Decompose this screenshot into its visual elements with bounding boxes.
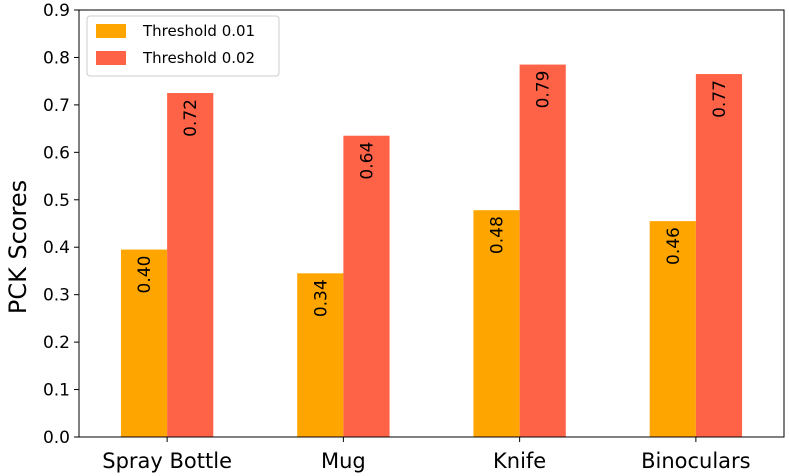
y-tick-label-1: 0.1 <box>43 381 70 401</box>
y-tick-label-0: 0.0 <box>43 428 70 448</box>
bar-s0-2 <box>473 210 520 437</box>
legend-label-1: Threshold 0.02 <box>142 49 255 67</box>
x-tick-label-0: Spray Bottle <box>102 449 232 473</box>
legend-swatch-1 <box>96 51 126 65</box>
y-tick-label-3: 0.3 <box>43 286 70 306</box>
y-tick-label-2: 0.2 <box>43 333 70 353</box>
y-tick-label-7: 0.7 <box>43 96 70 116</box>
plot-frame <box>78 9 785 438</box>
y-tick-label-9: 0.9 <box>43 1 70 21</box>
legend-swatch-0 <box>96 24 126 38</box>
bar-s1-3 <box>695 74 743 438</box>
bar-s0-3 <box>649 221 696 437</box>
data-label-s1-0: 0.72 <box>181 99 201 137</box>
y-tick-label-8: 0.8 <box>43 48 70 68</box>
legend-box <box>86 15 280 77</box>
bar-s0-0 <box>120 249 168 437</box>
data-label-s0-2: 0.48 <box>488 216 508 254</box>
legend-label-0: Threshold 0.01 <box>142 22 255 40</box>
y-tick-label-5: 0.5 <box>43 191 70 211</box>
data-label-s0-0: 0.40 <box>135 256 155 294</box>
y-tick-label-6: 0.6 <box>43 143 70 163</box>
legend: Threshold 0.01 Threshold 0.02 <box>86 15 280 77</box>
bar-s0-1 <box>297 273 344 437</box>
plot-area: 0.0 0.1 0.2 0.3 0.4 0.5 0.6 0.7 0.8 0.9 Spray Bott… <box>43 1 751 473</box>
bar-s1-2 <box>519 64 566 438</box>
y-tick-label-4: 0.4 <box>43 238 70 258</box>
x-tick-label-2: Knife <box>493 449 546 473</box>
data-label-s1-3: 0.77 <box>710 80 730 118</box>
data-label-s1-2: 0.79 <box>534 71 554 109</box>
x-tick-label-3: Binoculars <box>641 449 751 473</box>
x-tick-label-1: Mug <box>321 449 366 473</box>
data-label-s0-1: 0.34 <box>311 279 331 317</box>
bar-s1-0 <box>167 93 214 438</box>
bar-s1-1 <box>343 135 390 437</box>
data-label-s0-3: 0.46 <box>664 227 684 265</box>
y-axis-title: PCK Scores <box>4 180 32 314</box>
data-label-s1-1: 0.64 <box>357 142 377 180</box>
